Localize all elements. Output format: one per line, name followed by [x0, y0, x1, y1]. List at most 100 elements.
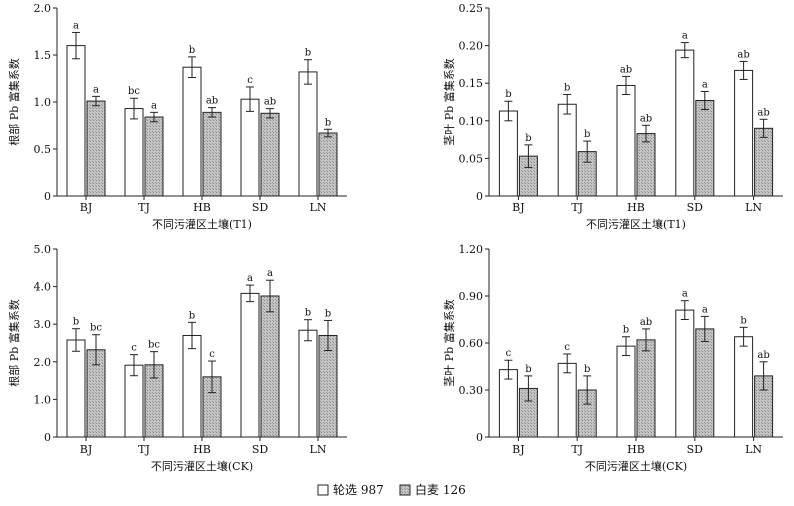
bar-2 — [86, 100, 106, 197]
significance-label: a — [151, 100, 157, 111]
significance-label: b — [525, 133, 531, 144]
bar-2 — [636, 133, 656, 197]
y-tick-label: 1.5 — [34, 49, 52, 62]
significance-label: b — [584, 129, 590, 140]
bar-2 — [695, 328, 715, 438]
x-tick-label: LN — [745, 201, 762, 214]
bar-1 — [298, 329, 318, 438]
x-tick-label: TJ — [571, 443, 583, 456]
x-axis-title: 不同污灌区土壤(CK) — [151, 459, 253, 473]
y-tick-label: 0.20 — [459, 40, 484, 53]
significance-label: b — [740, 315, 746, 326]
significance-label: b — [189, 45, 195, 56]
significance-label: b — [584, 364, 590, 375]
y-tick-label: 0 — [476, 431, 483, 444]
significance-label: a — [247, 273, 253, 284]
significance-label: bc — [148, 340, 160, 351]
y-tick-label: 1.0 — [34, 96, 52, 109]
x-tick-label: SD — [687, 201, 704, 214]
x-tick-label: HB — [193, 443, 211, 456]
significance-label: ab — [620, 64, 632, 75]
x-tick-label: BJ — [512, 443, 525, 456]
bar-2 — [144, 116, 164, 197]
significance-label: b — [325, 117, 331, 128]
significance-label: a — [702, 304, 708, 315]
x-axis-title: 不同污灌区土壤(T1) — [586, 217, 686, 231]
bar-2 — [636, 339, 656, 438]
bar-2 — [695, 99, 715, 197]
bar-1 — [557, 362, 577, 438]
bar-2 — [202, 111, 222, 197]
significance-label: a — [267, 268, 273, 279]
significance-label: ab — [757, 350, 769, 361]
y-tick-label: 0.60 — [459, 337, 484, 350]
y-tick-label: 1.20 — [459, 243, 484, 256]
bar-1 — [498, 110, 518, 197]
legend-label-series-1: 轮选 987 — [333, 483, 384, 497]
x-tick-label: TJ — [571, 201, 583, 214]
significance-label: ab — [640, 113, 652, 124]
bar-1 — [182, 66, 202, 197]
y-tick-label: 0 — [476, 190, 483, 203]
y-tick-label: 0.5 — [34, 143, 52, 156]
legend-label-series-2: 白麦 126 — [415, 482, 466, 497]
significance-label: b — [73, 317, 79, 328]
x-tick-label: TJ — [138, 201, 150, 214]
bar-1 — [298, 71, 318, 197]
significance-label: b — [305, 48, 311, 59]
significance-label: ab — [264, 97, 276, 108]
x-tick-label: BJ — [512, 201, 525, 214]
y-tick-label: 0.10 — [459, 115, 484, 128]
y-tick-label: 3.0 — [34, 318, 52, 331]
significance-label: ab — [206, 96, 218, 107]
significance-label: b — [623, 325, 629, 336]
bar-2 — [260, 295, 280, 438]
significance-label: c — [209, 349, 215, 360]
significance-label: c — [247, 75, 253, 86]
x-tick-label: HB — [193, 201, 211, 214]
bar-1 — [675, 309, 695, 438]
significance-label: ab — [757, 107, 769, 118]
y-tick-label: 5.0 — [34, 243, 52, 256]
legend-swatch-series-1 — [317, 484, 329, 496]
bar-1 — [616, 345, 636, 438]
y-tick-label: 1.0 — [34, 393, 52, 406]
x-tick-label: HB — [627, 443, 645, 456]
significance-label: ab — [640, 317, 652, 328]
significance-label: c — [131, 343, 137, 354]
bar-1 — [734, 336, 754, 438]
legend-swatch-series-2 — [399, 484, 411, 496]
significance-label: b — [189, 310, 195, 321]
y-tick-label: 0.15 — [459, 77, 484, 90]
x-tick-label: LN — [745, 443, 762, 456]
y-tick-label: 2.0 — [34, 2, 52, 15]
bar-1 — [498, 369, 518, 438]
bar-1 — [675, 49, 695, 197]
bar-1 — [240, 98, 260, 197]
bar-1 — [182, 334, 202, 438]
x-tick-label: LN — [310, 201, 327, 214]
legend: 轮选 987 白麦 126 — [317, 482, 466, 497]
bar-2 — [260, 112, 280, 197]
bar-1 — [240, 292, 260, 438]
y-tick-label: 2.0 — [34, 356, 52, 369]
y-axis-title: 根部 Pb 富集系数 — [7, 299, 21, 386]
bar-1 — [616, 84, 636, 197]
significance-label: c — [506, 348, 512, 359]
significance-label: a — [682, 31, 688, 42]
significance-label: b — [325, 308, 331, 319]
x-axis-title: 不同污灌区土壤(CK) — [585, 459, 687, 473]
bar-1 — [557, 103, 577, 197]
significance-label: b — [525, 364, 531, 375]
x-axis-title: 不同污灌区土壤(T1) — [152, 217, 252, 231]
x-tick-label: HB — [627, 201, 645, 214]
bar-1 — [124, 108, 144, 197]
bar-2 — [318, 132, 338, 197]
x-tick-label: LN — [310, 443, 327, 456]
y-tick-label: 0.05 — [459, 152, 484, 165]
significance-label: a — [702, 79, 708, 90]
bar-1 — [734, 69, 754, 197]
